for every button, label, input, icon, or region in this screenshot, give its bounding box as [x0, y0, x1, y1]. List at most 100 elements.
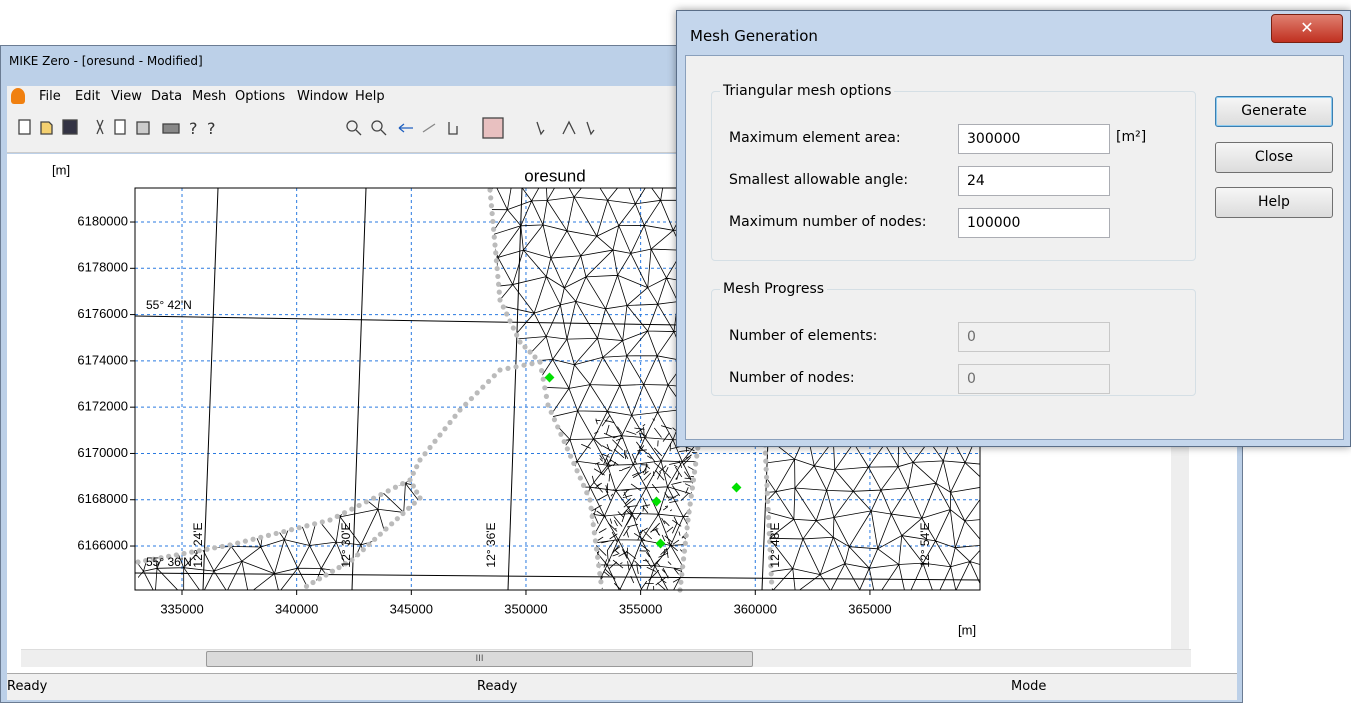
coast-node [492, 235, 497, 240]
coast-node [378, 492, 383, 497]
coast-node [542, 385, 547, 390]
coast-node [591, 522, 596, 527]
coast-node [766, 507, 771, 512]
field-label: Number of nodes: [729, 370, 855, 386]
coast-node [593, 538, 598, 543]
coast-node [335, 514, 340, 519]
coast-node [317, 576, 322, 581]
coast-node [517, 339, 522, 344]
horizontal-scrollbar[interactable]: III [21, 649, 1191, 667]
coast-node [497, 297, 502, 302]
coast-node [681, 556, 686, 561]
coast-node [204, 547, 209, 552]
graticule-label: 55° 42'N [146, 298, 192, 312]
coast-node [766, 515, 771, 520]
coast-node [765, 499, 770, 504]
coast-node [412, 501, 417, 506]
coast-node [258, 535, 263, 540]
coast-node [411, 483, 416, 488]
coast-node [320, 519, 325, 524]
coast-node [507, 318, 512, 323]
coast-node [568, 454, 573, 459]
coast-node [386, 488, 391, 493]
coast-node [596, 563, 601, 568]
x-tick-label: 340000 [275, 601, 318, 616]
field-input[interactable]: 100000 [958, 208, 1110, 238]
status-left: Ready [7, 679, 47, 694]
coast-node [571, 461, 576, 466]
coast-node [417, 495, 422, 500]
field-input[interactable]: 300000 [958, 124, 1110, 154]
coast-node [480, 385, 485, 390]
x-tick-label: 345000 [390, 601, 433, 616]
coast-node [574, 468, 579, 473]
coast-node [491, 227, 496, 232]
coast-node [691, 477, 696, 482]
coast-node [366, 542, 371, 547]
y-tick-label: 6172000 [77, 399, 128, 414]
x-tick-label: 365000 [848, 601, 891, 616]
scroll-thumb[interactable]: III [206, 651, 753, 667]
coast-node [588, 506, 593, 511]
graticule-label: 12° 48'E [768, 522, 782, 567]
coast-node [527, 349, 532, 354]
coast-node [235, 540, 240, 545]
coast-node [378, 532, 383, 537]
field-input: 0 [958, 322, 1110, 352]
coast-node [304, 584, 309, 589]
coast-node [764, 483, 769, 488]
coast-node [486, 379, 491, 384]
coast-node [496, 282, 501, 287]
coast-node [406, 506, 411, 511]
status-right: Mode [1011, 679, 1046, 694]
dialog-button[interactable]: Close [1215, 142, 1333, 173]
x-tick-label: 355000 [619, 601, 662, 616]
coast-node [297, 525, 302, 530]
field-label: Maximum element area: [729, 130, 901, 146]
coast-node [281, 529, 286, 534]
coast-node [562, 439, 567, 444]
coast-node [685, 517, 690, 522]
field-label: Smallest allowable angle: [729, 172, 908, 188]
dialog-body: Triangular mesh options Mesh Progress Ma… [685, 55, 1344, 440]
graticule-label: 12° 36'E [484, 522, 498, 567]
coast-node [549, 410, 554, 415]
coast-node [422, 451, 427, 456]
coast-node [304, 523, 309, 528]
coast-node [417, 457, 422, 462]
coast-node [274, 531, 279, 536]
field-unit: [m²] [1116, 129, 1146, 145]
coast-node [539, 368, 544, 373]
coast-node [442, 426, 447, 431]
coast-node [452, 414, 457, 419]
coast-node [684, 533, 689, 538]
status-bar: Ready Ready Mode [7, 673, 1237, 700]
coast-node [565, 446, 570, 451]
coast-node [243, 539, 248, 544]
coast-node [682, 549, 687, 554]
coast-node [683, 541, 688, 546]
field-input[interactable]: 24 [958, 166, 1110, 196]
coast-node [393, 485, 398, 490]
coast-node [497, 367, 502, 372]
coast-node [685, 525, 690, 530]
dialog-button[interactable]: Help [1215, 187, 1333, 218]
coast-node [497, 290, 502, 295]
coast-node [414, 489, 419, 494]
coast-node [493, 250, 498, 255]
close-button[interactable]: ✕ [1271, 14, 1343, 43]
dialog-button[interactable]: Generate [1215, 96, 1333, 127]
y-tick-label: 6170000 [77, 445, 128, 460]
coast-node [521, 363, 526, 368]
x-tick-label: 350000 [504, 601, 547, 616]
coast-node [494, 258, 499, 263]
coast-node [490, 219, 495, 224]
coast-node [545, 402, 550, 407]
coast-node [544, 394, 549, 399]
graticule-label: 12° 24'E [191, 522, 205, 567]
coast-node [578, 475, 583, 480]
coast-node [475, 390, 480, 395]
coast-node [342, 510, 347, 515]
coast-node [389, 521, 394, 526]
coast-node [492, 242, 497, 247]
